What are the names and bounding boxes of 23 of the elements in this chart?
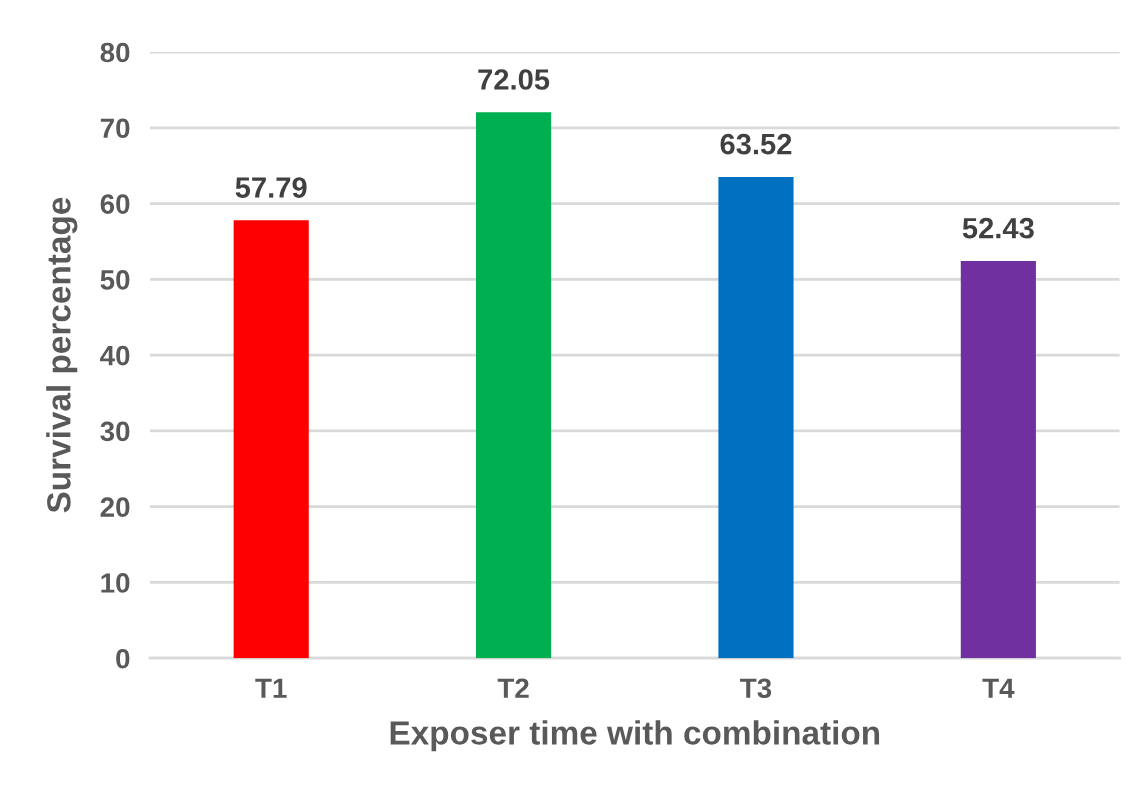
data-label: 72.05: [478, 69, 550, 90]
bar: [233, 220, 309, 659]
data-label: 52.43: [962, 217, 1034, 239]
y-tick-label: 80: [100, 42, 130, 63]
x-tick-label: T3: [740, 678, 772, 699]
data-label: 57.79: [235, 177, 307, 198]
data-label: 63.52: [720, 133, 792, 155]
y-tick-label: 0: [116, 648, 130, 669]
y-axis-title: Survival percentage: [46, 197, 78, 513]
y-tick-label: 40: [100, 345, 130, 366]
y-tick-label: 10: [101, 573, 130, 593]
y-tick-label: 30: [100, 421, 130, 442]
y-tick-label: 60: [100, 194, 130, 214]
x-tick-label: T2: [497, 678, 529, 698]
bar: [718, 176, 794, 659]
bar: [960, 260, 1036, 659]
y-tick-label: 70: [100, 118, 130, 139]
x-tick-label: T4: [982, 678, 1015, 698]
x-tick-label: T1: [255, 678, 287, 698]
y-tick-label: 50: [100, 270, 130, 290]
bar: [476, 112, 552, 659]
x-axis-title: Exposer time with combination: [390, 720, 880, 752]
y-tick-label: 20: [100, 497, 130, 518]
